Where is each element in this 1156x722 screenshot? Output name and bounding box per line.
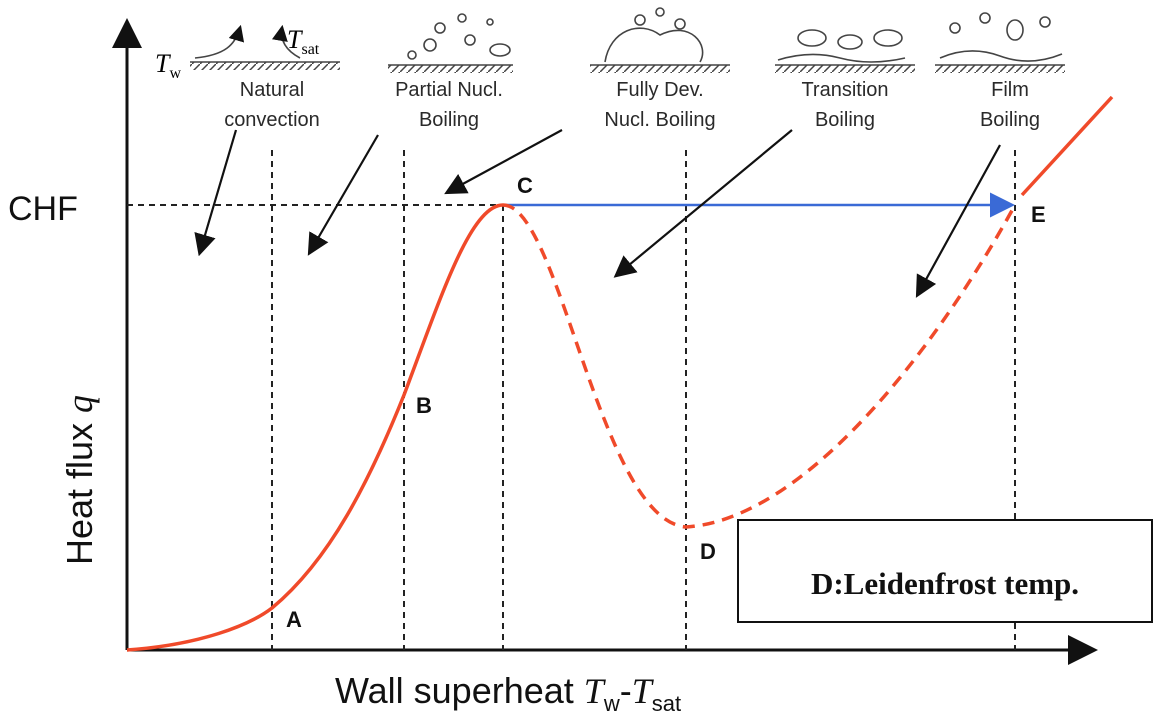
page: {"y_axis": {"label": "Heat flux ", "vari… bbox=[0, 0, 1156, 722]
point-label: D bbox=[700, 539, 716, 564]
y-axis-label: Heat flux q bbox=[59, 395, 100, 565]
region-label: Natural bbox=[240, 79, 304, 101]
region-label: Nucl. Boiling bbox=[604, 109, 715, 131]
annotation: D:Leidenfrost temp. bbox=[811, 566, 1079, 601]
sat-temp-symbol: Tsat bbox=[287, 25, 320, 58]
region-arrows bbox=[200, 130, 1000, 294]
point-label: C bbox=[517, 173, 533, 198]
region-label: Boiling bbox=[815, 109, 875, 131]
surface-sketches bbox=[190, 8, 1065, 73]
region-label: Boiling bbox=[419, 109, 479, 131]
point-label: E bbox=[1031, 202, 1046, 227]
region-label: convection bbox=[224, 109, 320, 131]
point-label: B bbox=[416, 393, 432, 418]
region-label: Partial Nucl. bbox=[395, 79, 503, 101]
chf-label: CHF bbox=[8, 190, 78, 228]
region-label: Film bbox=[991, 79, 1029, 101]
boiling-curve-diagram: Tw Tsat CHF Heat flux q Wall superheat T… bbox=[0, 0, 1156, 722]
region-label: Transition bbox=[801, 79, 888, 101]
wall-temp-symbol: Tw bbox=[155, 49, 181, 82]
point-label: A bbox=[286, 607, 302, 632]
region-label: Fully Dev. bbox=[616, 79, 703, 101]
region-label: Boiling bbox=[980, 109, 1040, 131]
x-axis-label: Wall superheat Tw-Tsat bbox=[335, 670, 681, 716]
